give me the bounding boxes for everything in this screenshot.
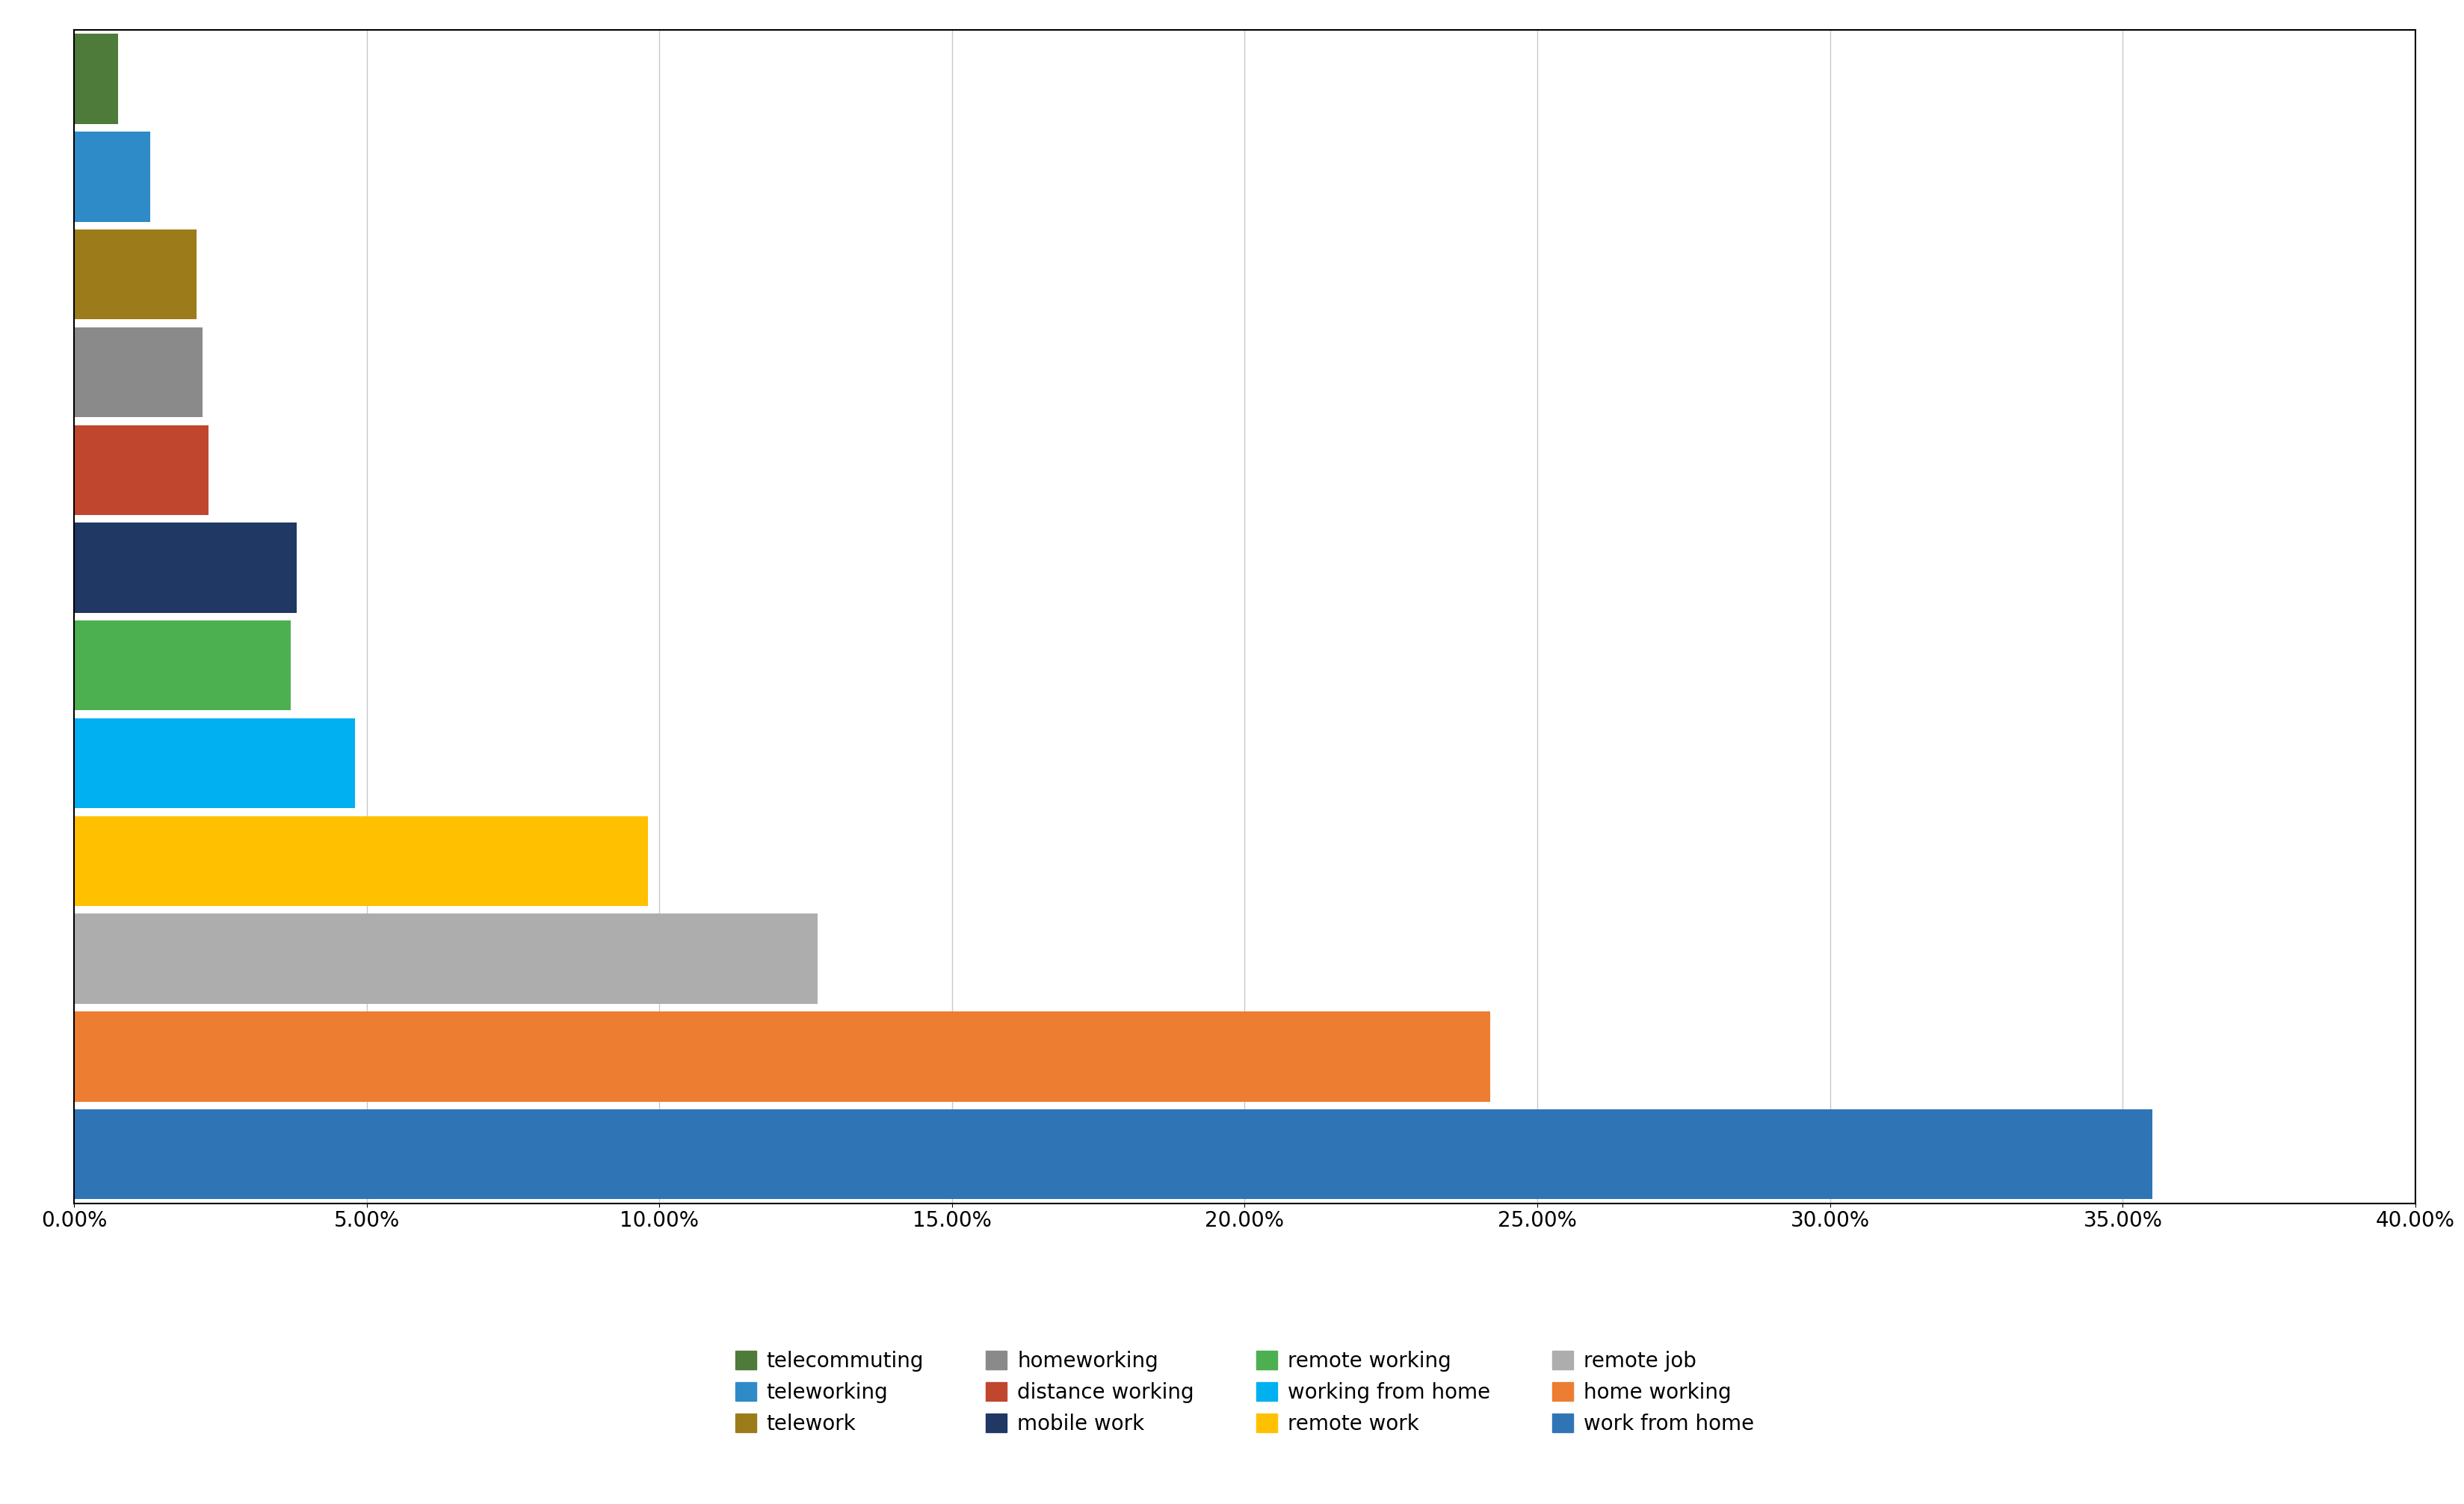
Bar	[74, 132, 150, 221]
Bar	[74, 426, 209, 514]
Bar	[74, 719, 355, 808]
Bar	[74, 523, 296, 612]
Bar	[74, 621, 291, 710]
Bar	[74, 817, 648, 905]
Bar	[74, 914, 818, 1003]
Legend: telecommuting, teleworking, telework, homeworking, distance working, mobile work: telecommuting, teleworking, telework, ho…	[727, 1343, 1762, 1442]
Bar	[74, 35, 118, 123]
Bar	[74, 230, 197, 319]
Bar	[74, 1012, 1491, 1101]
Bar	[74, 1110, 2151, 1199]
Bar	[74, 328, 202, 417]
